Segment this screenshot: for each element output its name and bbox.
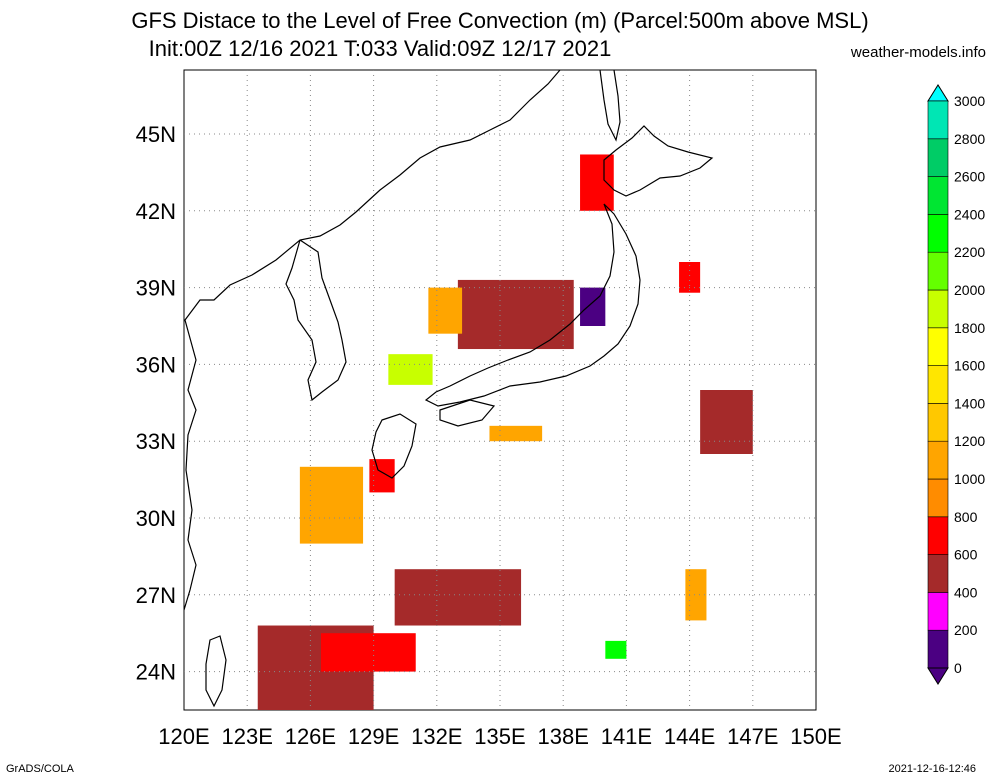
colorbar-segment-10 — [927, 251, 949, 291]
colorbar-segment-5 — [927, 440, 949, 480]
lat-label-30N: 30N — [136, 506, 176, 531]
coastline-taiwan — [205, 635, 227, 708]
lat-label-33N: 33N — [136, 429, 176, 454]
colorbar-label-1000: 1000 — [954, 471, 985, 487]
forecast-region-8 — [320, 633, 416, 672]
coastline-korea — [285, 239, 347, 402]
forecast-region-4 — [388, 354, 433, 385]
colorbar-label-1800: 1800 — [954, 320, 985, 336]
lon-label-129E: 129E — [348, 724, 399, 749]
colorbar: 0 200 400 600 800 1000 1200 1400 1600 1800 2000 220… — [927, 84, 985, 685]
lon-label-147E: 147E — [727, 724, 778, 749]
colorbar-label-600: 600 — [954, 547, 978, 563]
lon-label-144E: 144E — [664, 724, 715, 749]
lat-label-24N: 24N — [136, 660, 176, 685]
colorbar-label-2800: 2800 — [954, 131, 985, 147]
colorbar-segment-3 — [927, 516, 949, 555]
colorbar-arrow-top — [927, 84, 949, 102]
lon-label-141E: 141E — [601, 724, 652, 749]
coastlines — [183, 69, 714, 708]
forecast-region-10 — [700, 390, 753, 454]
footer-left: GrADS/COLA — [6, 763, 74, 775]
colorbar-segment-11 — [927, 214, 949, 253]
colorbar-label-200: 200 — [954, 622, 978, 638]
colorbar-label-2400: 2400 — [954, 206, 985, 222]
map-subtitle: Init:00Z 12/16 2021 T:033 Valid:09Z 12/1… — [148, 36, 612, 61]
coastline-asia-mainland — [183, 69, 561, 611]
forecast-region-2 — [580, 154, 614, 211]
lat-label-42N: 42N — [136, 199, 176, 224]
colorbar-segment-7 — [927, 365, 949, 404]
forecast-region-13 — [605, 640, 627, 659]
lat-label-45N: 45N — [136, 122, 176, 147]
colorbar-segment-8 — [927, 327, 949, 366]
forecast-regions — [257, 154, 753, 710]
colorbar-label-0: 0 — [954, 660, 962, 676]
colorbar-segment-6 — [927, 403, 949, 442]
forecast-region-14 — [489, 425, 543, 442]
coastline-japan-shikoku — [439, 399, 496, 427]
lon-label-138E: 138E — [538, 724, 589, 749]
forecast-region-9 — [394, 569, 522, 626]
lat-label-39N: 39N — [136, 276, 176, 301]
map-title: GFS Distace to the Level of Free Convect… — [131, 8, 869, 33]
lon-label-132E: 132E — [411, 724, 462, 749]
coastline-japan-honshu — [424, 203, 641, 407]
colorbar-label-1400: 1400 — [954, 395, 985, 411]
footer-right: 2021-12-16-12:46 — [888, 763, 976, 775]
colorbar-label-2200: 2200 — [954, 244, 985, 260]
lon-label-135E: 135E — [474, 724, 525, 749]
forecast-region-0 — [457, 279, 574, 350]
colorbar-label-2600: 2600 — [954, 169, 985, 185]
colorbar-segment-13 — [927, 138, 949, 177]
coastline-japan-hokkaido — [603, 125, 714, 197]
colorbar-segment-4 — [927, 478, 949, 518]
forecast-region-11 — [685, 569, 707, 621]
colorbar-label-400: 400 — [954, 584, 978, 600]
colorbar-segment-12 — [927, 176, 949, 215]
lon-label-123E: 123E — [222, 724, 273, 749]
colorbar-arrow-bottom — [927, 667, 949, 685]
lat-label-36N: 36N — [136, 352, 176, 377]
colorbar-label-1600: 1600 — [954, 358, 985, 374]
site-label: weather-models.info — [850, 44, 986, 61]
colorbar-segment-2 — [927, 554, 949, 593]
map-panel: 120E 123E 126E 129E 132E 135E 138E 141E 144E 147E… — [136, 69, 842, 749]
colorbar-segment-14 — [927, 100, 949, 140]
colorbar-segment-9 — [927, 289, 949, 329]
tick-labels: 120E 123E 126E 129E 132E 135E 138E 141E 144E 147E… — [136, 122, 842, 749]
colorbar-label-3000: 3000 — [954, 93, 985, 109]
coastline-japan-kyushu — [371, 413, 417, 479]
colorbar-segment-0 — [927, 629, 949, 669]
lon-label-126E: 126E — [285, 724, 336, 749]
lat-label-27N: 27N — [136, 583, 176, 608]
colorbar-label-2000: 2000 — [954, 282, 985, 298]
forecast-region-12 — [679, 262, 701, 293]
colorbar-segment-1 — [927, 592, 949, 631]
lon-label-150E: 150E — [790, 724, 841, 749]
colorbar-label-1200: 1200 — [954, 433, 985, 449]
colorbar-label-800: 800 — [954, 509, 978, 525]
forecast-region-5 — [299, 466, 364, 544]
forecast-region-1 — [428, 287, 463, 334]
coastline-sakhalin — [599, 69, 621, 142]
lon-label-120E: 120E — [158, 724, 209, 749]
